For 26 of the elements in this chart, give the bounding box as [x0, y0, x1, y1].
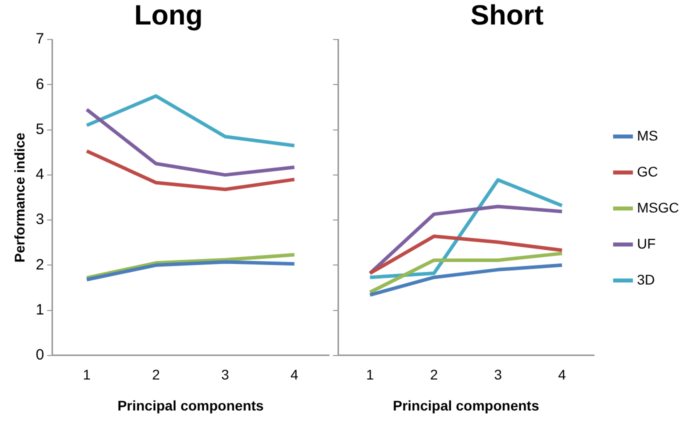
x-tick-label: 1 [82, 366, 91, 383]
y-tick-label: 0 [36, 346, 44, 364]
x-tick-label: 3 [221, 366, 230, 383]
y-tick-label: 4 [36, 166, 44, 184]
x-tick-label: 1 [366, 366, 374, 383]
y-tick-label: 3 [36, 211, 44, 228]
x-axis-title: Principal components [392, 397, 540, 414]
legend-label: GC [637, 163, 658, 180]
y-tick-label: 6 [36, 76, 44, 93]
legend-label: MSGC [637, 199, 679, 216]
y-axis-title: Performance indice [11, 132, 28, 262]
chart-title: Short [470, 0, 544, 31]
legend-label: 3D [637, 271, 655, 288]
x-tick-label: 2 [152, 366, 160, 383]
x-tick-label: 2 [430, 366, 438, 383]
y-tick-label: 1 [36, 301, 44, 318]
y-tick-label: 2 [36, 256, 44, 274]
legend-label: MS [637, 127, 658, 144]
chart-title: Long [134, 0, 203, 31]
x-tick-label: 4 [290, 366, 298, 383]
x-axis-title: Principal components [117, 397, 264, 414]
legend-label: UF [637, 235, 656, 252]
y-tick-label: 5 [36, 120, 44, 138]
y-tick-label: 7 [36, 30, 44, 48]
x-tick-label: 4 [558, 366, 566, 383]
x-tick-label: 3 [494, 366, 502, 383]
